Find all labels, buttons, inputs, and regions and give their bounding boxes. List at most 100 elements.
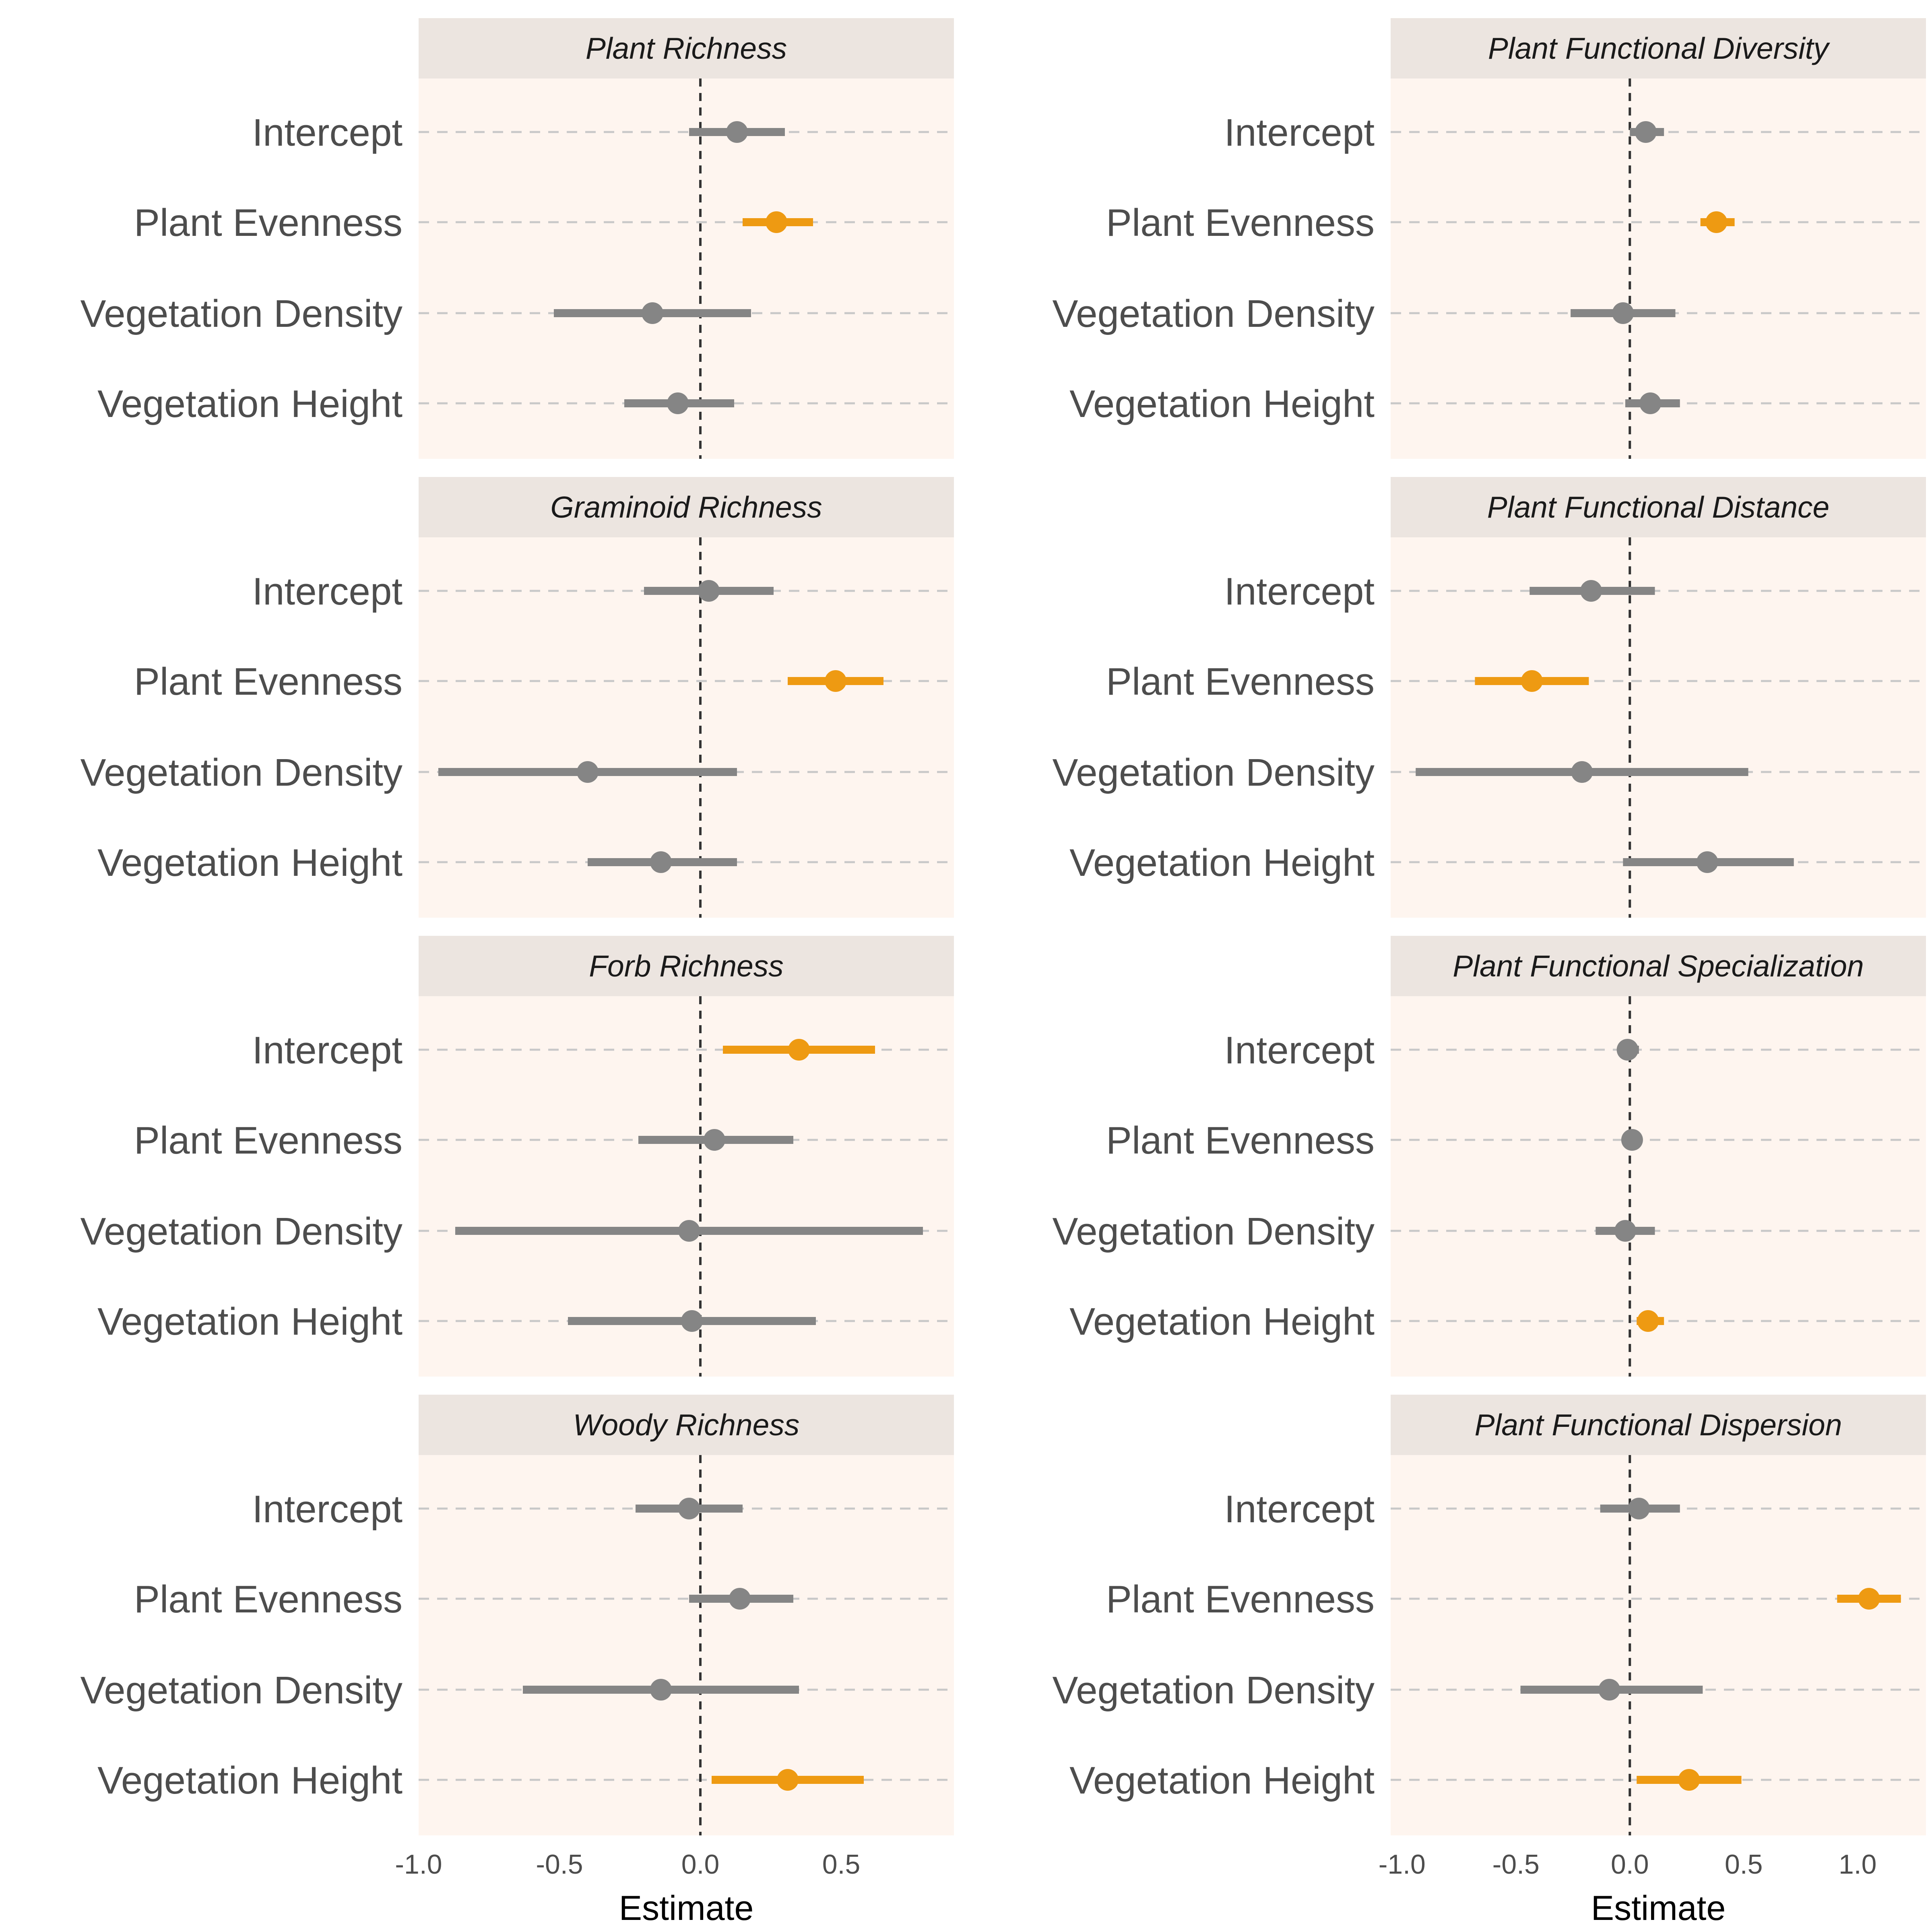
term-label: Plant Evenness: [1106, 1578, 1375, 1621]
facet-title: Woody Richness: [573, 1408, 800, 1442]
x-tick-label: 0.0: [681, 1849, 720, 1880]
term-label: Vegetation Height: [1069, 382, 1375, 425]
term-label: Vegetation Density: [1052, 1210, 1375, 1253]
x-tick-label: -1.0: [395, 1849, 442, 1880]
estimate-point: [704, 1129, 725, 1151]
term-label: Intercept: [252, 111, 402, 154]
facet-strip: [1391, 936, 1926, 996]
facet-strip: [1391, 1395, 1926, 1455]
facet-panel: Plant Functional Specialization Intercept…: [1052, 936, 1926, 1377]
estimate-point: [729, 1588, 751, 1610]
term-label: Vegetation Height: [97, 1759, 402, 1802]
term-label: Plant Evenness: [134, 660, 402, 703]
term-label: Intercept: [1224, 111, 1375, 154]
term-label: Vegetation Density: [80, 1669, 402, 1712]
estimate-point: [1678, 1769, 1700, 1791]
facet-title: Graminoid Richness: [550, 490, 822, 524]
facet-title: Plant Richness: [586, 31, 787, 65]
facet-strip: [1391, 477, 1926, 537]
estimate-point: [678, 1498, 700, 1519]
facet-panel: Forb Richness Intercept Plant Evenness Vege…: [80, 936, 954, 1377]
term-label: Vegetation Height: [97, 1300, 402, 1343]
facet-title: Plant Functional Dispersion: [1475, 1408, 1842, 1442]
estimate-point: [681, 1310, 703, 1332]
panel-background: [1391, 78, 1926, 459]
term-label: Vegetation Height: [1069, 1300, 1375, 1343]
panel-background: [419, 78, 954, 459]
facet-panel: Plant Richness Intercept Plant Evenness Veg…: [80, 18, 954, 459]
facet-strip: [419, 18, 954, 78]
term-label: Vegetation Height: [1069, 841, 1375, 884]
estimate-point: [1628, 1498, 1650, 1519]
facet-strip: [1391, 18, 1926, 78]
estimate-point: [1614, 1220, 1636, 1242]
x-tick-label: 0.5: [1725, 1849, 1763, 1880]
estimate-point: [788, 1039, 810, 1061]
estimate-point: [1621, 1129, 1643, 1151]
estimate-point: [1616, 1039, 1639, 1061]
estimate-point: [577, 761, 599, 783]
x-tick-label: -0.5: [1492, 1849, 1540, 1880]
estimate-point: [698, 580, 720, 602]
estimate-point: [1637, 1310, 1659, 1332]
estimate-point: [1580, 580, 1602, 602]
term-label: Intercept: [1224, 570, 1375, 613]
term-label: Plant Evenness: [1106, 660, 1375, 703]
x-tick-label: -1.0: [1379, 1849, 1426, 1880]
x-tick-label: 0.0: [1611, 1849, 1649, 1880]
estimate-point: [1521, 670, 1543, 692]
estimate-point: [1858, 1588, 1880, 1610]
term-label: Vegetation Density: [1052, 292, 1375, 335]
term-label: Vegetation Density: [80, 292, 402, 335]
term-label: Intercept: [252, 570, 402, 613]
term-label: Vegetation Density: [80, 1210, 402, 1253]
facet-strip: [419, 477, 954, 537]
x-axis: -1.0 -0.5 0.0 0.5 Estimate: [395, 1849, 860, 1928]
term-label: Vegetation Density: [1052, 751, 1375, 794]
term-label: Plant Evenness: [1106, 201, 1375, 244]
term-label: Plant Evenness: [1106, 1119, 1375, 1162]
facet-panel: Plant Functional Distance Intercept Plant …: [1052, 477, 1926, 918]
estimate-point: [1612, 302, 1634, 324]
panel-background: [419, 537, 954, 918]
facet-title: Plant Functional Diversity: [1488, 31, 1831, 65]
panel-background: [1391, 1455, 1926, 1835]
term-label: Plant Evenness: [134, 1578, 402, 1621]
x-tick-label: 1.0: [1839, 1849, 1877, 1880]
estimate-point: [1571, 761, 1593, 783]
facet-panel: Woody Richness Intercept Plant Evenness Veg…: [80, 1395, 954, 1835]
x-tick-label: -0.5: [536, 1849, 583, 1880]
term-label: Intercept: [1224, 1488, 1375, 1531]
term-label: Plant Evenness: [134, 1119, 402, 1162]
estimate-point: [1705, 211, 1728, 233]
term-label: Vegetation Height: [1069, 1759, 1375, 1802]
term-label: Plant Evenness: [134, 201, 402, 244]
estimate-point: [1696, 851, 1718, 873]
facet-strip: [419, 1395, 954, 1455]
term-label: Intercept: [252, 1488, 402, 1531]
panel-background: [1391, 996, 1926, 1377]
term-label: Vegetation Height: [97, 841, 402, 884]
estimate-point: [1639, 392, 1662, 414]
estimate-point: [1635, 121, 1657, 143]
facet-strip: [419, 936, 954, 996]
facet-panel: Plant Functional Dispersion Intercept Plan…: [1052, 1395, 1926, 1835]
facet-panel: Plant Functional Diversity Intercept Plant…: [1052, 18, 1926, 459]
estimate-point: [650, 851, 672, 873]
estimate-point: [650, 1679, 672, 1701]
estimate-point: [777, 1769, 799, 1791]
estimate-point: [678, 1220, 700, 1242]
term-label: Vegetation Density: [1052, 1669, 1375, 1712]
estimate-point: [642, 302, 663, 324]
facet-panel: Graminoid Richness Intercept Plant Evennes…: [80, 477, 954, 918]
term-label: Intercept: [1224, 1029, 1375, 1072]
estimate-point: [766, 211, 787, 233]
facet-title: Plant Functional Distance: [1487, 490, 1829, 524]
x-tick-label: 0.5: [822, 1849, 861, 1880]
panel-background: [1391, 537, 1926, 918]
estimate-point: [667, 392, 689, 414]
x-axis: -1.0 -0.5 0.0 0.5 1.0 Estimate: [1379, 1849, 1877, 1928]
x-axis-title: Estimate: [619, 1889, 754, 1928]
estimate-point: [825, 670, 846, 692]
